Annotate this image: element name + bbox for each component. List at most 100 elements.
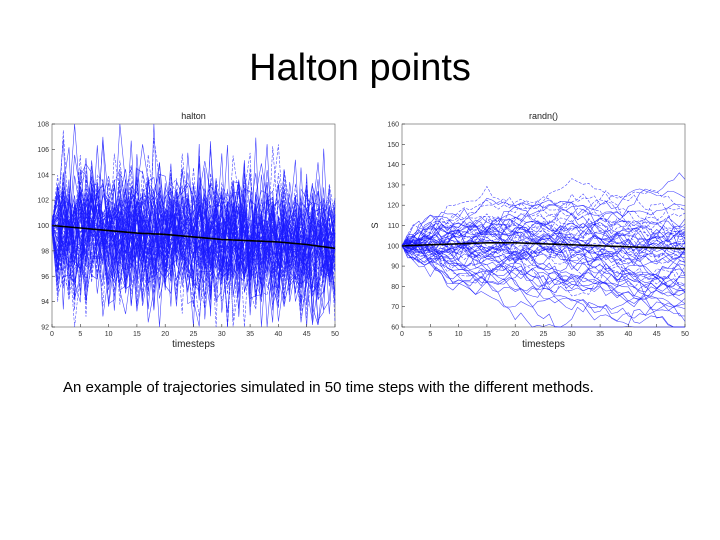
y-tick-label: 120	[387, 203, 399, 210]
y-tick-label: 102	[37, 198, 49, 205]
x-tick-label: 0	[400, 331, 404, 338]
trajectory-line	[401, 199, 686, 253]
y-tick-label: 96	[41, 274, 49, 281]
x-tick-label: 0	[50, 331, 54, 338]
trajectory-line	[401, 227, 686, 299]
randn-chart: randn() 0 5 10 15 20 25 30 35 40 45 50 60 70 80 90 100 11…	[370, 111, 689, 350]
x-tick-label: 20	[161, 331, 169, 338]
x-tick-label: 35	[246, 331, 254, 338]
trajectory-line	[401, 221, 686, 252]
trajectory-line	[401, 245, 686, 311]
trajectory-line	[401, 227, 686, 288]
trajectory-line	[51, 163, 336, 292]
x-tick-label: 5	[78, 331, 82, 338]
trajectory-line	[51, 152, 336, 282]
trajectory-line	[401, 227, 686, 287]
slide-title: Halton points	[249, 47, 471, 89]
y-tick-label: 60	[391, 325, 399, 332]
trajectory-line	[401, 238, 686, 264]
y-tick-label: 110	[388, 223, 399, 230]
trajectory-line	[401, 185, 686, 246]
trajectory-line	[401, 233, 686, 298]
x-tick-label: 25	[540, 331, 548, 338]
trajectory-line	[401, 220, 686, 277]
trajectory-line	[401, 245, 686, 326]
trajectory-line	[401, 220, 686, 268]
trajectory-line	[51, 182, 336, 297]
trajectory-line	[401, 236, 686, 297]
trajectory-line	[401, 234, 686, 300]
y-tick-label: 90	[391, 264, 399, 271]
x-tick-label: 15	[133, 331, 141, 338]
trajectory-line	[401, 239, 686, 313]
y-tick-label: 70	[391, 304, 399, 311]
x-tick-label: 45	[653, 331, 661, 338]
x-tick-label: 45	[303, 331, 311, 338]
trajectory-line	[401, 198, 686, 246]
y-axis-label: S	[370, 222, 380, 228]
trajectory-line	[401, 244, 685, 328]
x-tick-label: 20	[511, 331, 519, 338]
trajectory-line	[51, 165, 336, 315]
trajectory-line	[51, 175, 336, 317]
y-tick-label: 100	[387, 243, 399, 250]
trajectory-line	[51, 182, 336, 327]
trajectory-group	[401, 172, 686, 328]
trajectory-line	[401, 190, 686, 247]
trajectory-line	[401, 172, 686, 248]
x-tick-label: 10	[105, 331, 113, 338]
y-tick-label: 130	[387, 182, 399, 189]
x-axis-label: timesteps	[522, 339, 565, 350]
trajectory-line	[51, 169, 336, 328]
mean-trajectory-line	[51, 224, 336, 250]
x-tick-label: 40	[625, 331, 633, 338]
chart-title: halton	[181, 111, 206, 121]
trajectory-line	[51, 183, 336, 302]
x-axis-label: timesteps	[172, 339, 215, 350]
x-tick-label: 15	[483, 331, 491, 338]
x-tick-label: 30	[218, 331, 226, 338]
y-tick-label: 100	[37, 223, 49, 230]
trajectory-line	[401, 244, 686, 317]
slide-caption: An example of trajectories simulated in …	[63, 379, 594, 396]
trajectory-line	[401, 208, 686, 296]
y-axis-label: S	[28, 222, 30, 228]
x-tick-label: 25	[190, 331, 198, 338]
trajectory-line	[401, 239, 685, 328]
trajectory-line	[401, 213, 686, 288]
trajectory-line	[401, 216, 686, 251]
chart-title: randn()	[529, 111, 558, 121]
trajectory-group	[51, 123, 336, 328]
y-tick-label: 94	[41, 299, 49, 306]
trajectory-line	[51, 123, 336, 306]
mean-trajectory-line	[401, 242, 686, 250]
x-tick-label: 5	[428, 331, 432, 338]
y-tick-label: 140	[387, 162, 399, 169]
y-tick-label: 160	[387, 122, 399, 129]
x-tick-label: 50	[681, 331, 689, 338]
y-tick-label: 104	[37, 172, 49, 179]
trajectory-line	[401, 203, 686, 254]
y-tick-label: 106	[37, 147, 49, 154]
trajectory-line	[51, 144, 336, 299]
trajectory-line	[401, 201, 686, 246]
y-tick-label: 92	[41, 325, 49, 332]
y-tick-label: 80	[391, 284, 399, 291]
trajectory-line	[51, 153, 336, 328]
halton-chart: halton 0 5 10 15 20 25 30 35 40 45 50 92 94 96 98 100 102…	[28, 111, 339, 350]
trajectory-line	[51, 167, 336, 305]
x-tick-label: 35	[596, 331, 604, 338]
trajectory-line	[51, 190, 336, 328]
y-tick-label: 98	[41, 248, 49, 255]
trajectory-line	[401, 178, 686, 247]
trajectory-line	[401, 230, 686, 261]
x-tick-label: 30	[568, 331, 576, 338]
trajectory-line	[401, 238, 686, 264]
trajectory-line	[401, 220, 686, 264]
trajectory-line	[401, 239, 686, 293]
x-tick-label: 50	[331, 331, 339, 338]
y-tick-label: 150	[387, 142, 399, 149]
x-tick-label: 10	[455, 331, 463, 338]
y-tick-label: 108	[37, 122, 49, 129]
trajectory-line	[51, 144, 336, 309]
